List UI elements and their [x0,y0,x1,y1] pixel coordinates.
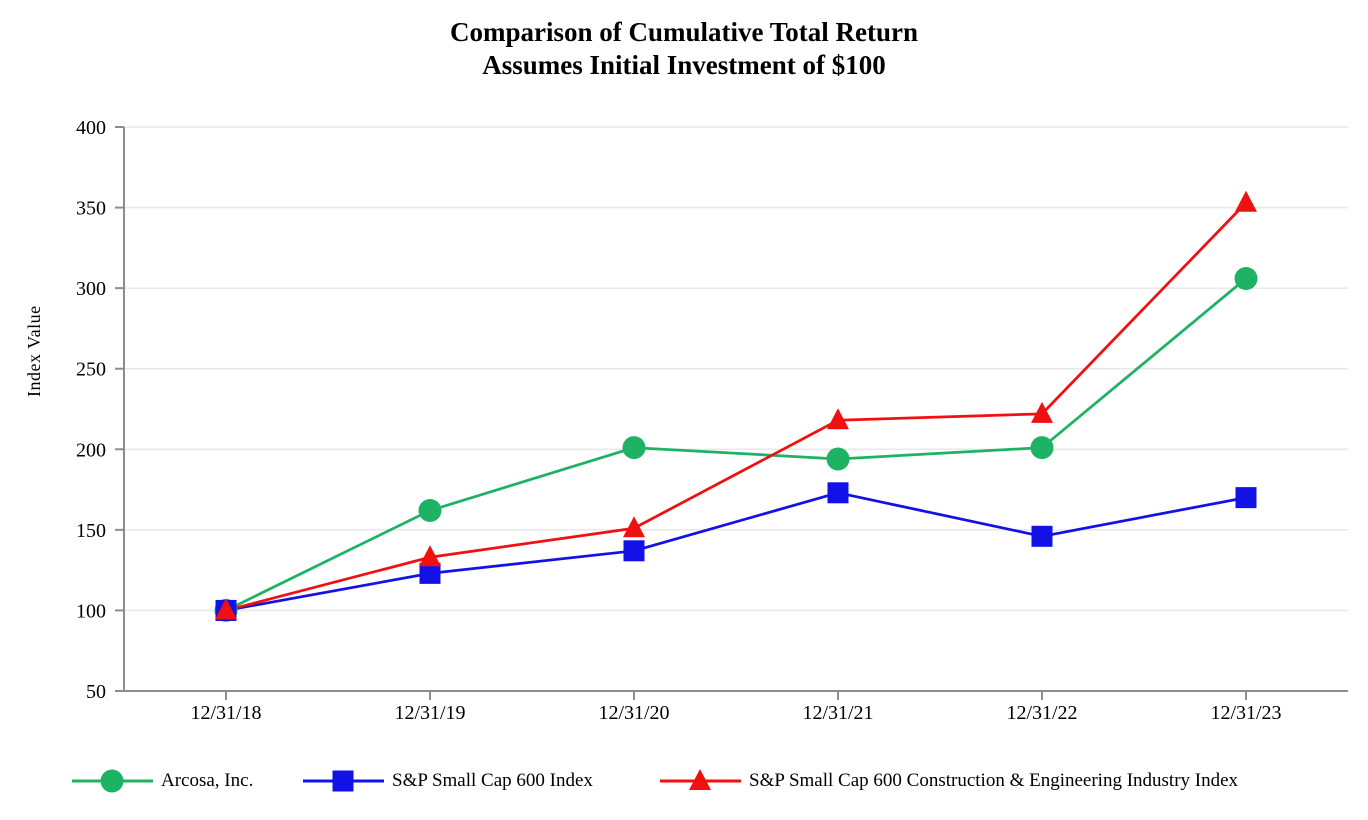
svg-text:12/31/19: 12/31/19 [394,702,465,724]
svg-text:400: 400 [76,117,106,139]
y-axis-title: Index Value [24,305,44,397]
svg-text:12/31/20: 12/31/20 [598,702,669,724]
svg-text:300: 300 [76,278,106,300]
chart-title: Comparison of Cumulative Total Return [449,17,919,47]
chart-subtitle: Assumes Initial Investment of $100 [482,50,886,80]
svg-text:12/31/21: 12/31/21 [802,702,873,724]
svg-text:150: 150 [76,520,106,542]
svg-text:50: 50 [86,681,106,703]
svg-text:100: 100 [76,600,106,622]
svg-text:12/31/18: 12/31/18 [190,702,261,724]
svg-text:200: 200 [76,439,106,461]
svg-text:250: 250 [76,359,106,381]
svg-text:12/31/23: 12/31/23 [1210,702,1281,724]
chart-title-block: Comparison of Cumulative Total Return As… [0,16,1368,82]
svg-text:12/31/22: 12/31/22 [1006,702,1077,724]
svg-text:350: 350 [76,198,106,220]
